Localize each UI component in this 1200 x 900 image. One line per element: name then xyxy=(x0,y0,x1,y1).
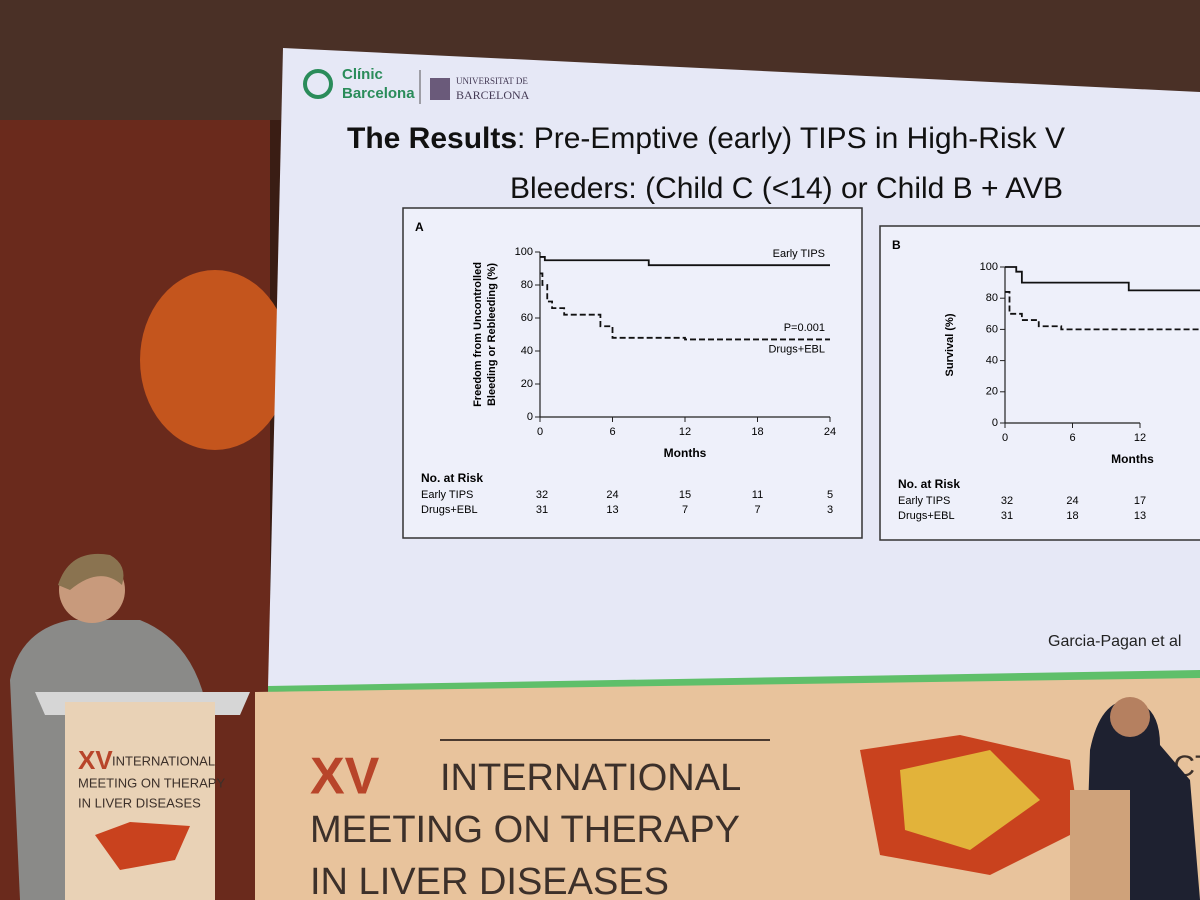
y-tick-label: 100 xyxy=(980,261,998,273)
title-bold: The Results xyxy=(347,122,517,155)
risk-row-label: Drugs+EBL xyxy=(898,510,955,522)
risk-value: 7 xyxy=(754,504,760,516)
y-tick-label: 20 xyxy=(521,378,533,390)
banner-text: INTERNATIONAL xyxy=(440,757,741,799)
risk-value: 13 xyxy=(606,504,618,516)
x-tick-label: 24 xyxy=(824,426,836,438)
wall-light xyxy=(140,270,290,450)
y-axis-title: Bleeding or Rebleeding (%) xyxy=(486,263,498,406)
risk-title: No. at Risk xyxy=(421,471,483,485)
x-tick-label: 18 xyxy=(751,426,763,438)
x-axis-title: Months xyxy=(664,446,707,460)
risk-value: 31 xyxy=(536,504,548,516)
banner-text: MEETING ON THERAPY xyxy=(310,809,740,851)
risk-value: 32 xyxy=(536,489,548,501)
panel-letter: B xyxy=(892,238,901,252)
podium-text: IN LIVER DISEASES xyxy=(78,795,201,810)
y-tick-label: 60 xyxy=(521,312,533,324)
panel-letter: A xyxy=(415,220,424,234)
panel-frame xyxy=(879,225,1200,541)
y-tick-label: 40 xyxy=(521,345,533,357)
x-tick-label: 12 xyxy=(679,426,691,438)
slide-edge xyxy=(268,670,1200,692)
x-tick-label: 12 xyxy=(1134,432,1146,444)
risk-row-label: Early TIPS xyxy=(898,495,950,507)
y-tick-label: 20 xyxy=(986,386,998,398)
survival-curve xyxy=(540,272,830,341)
risk-value: 32 xyxy=(1001,495,1013,507)
podium-number: XV xyxy=(78,745,113,775)
x-axis-title: Months xyxy=(1111,452,1154,466)
risk-row-label: Early TIPS xyxy=(421,489,473,501)
risk-value: 15 xyxy=(679,489,691,501)
curve-label: Drugs+EBL xyxy=(768,343,825,355)
y-tick-label: 80 xyxy=(986,292,998,304)
x-tick-label: 6 xyxy=(1069,432,1075,444)
speaker-hair xyxy=(58,553,124,590)
y-tick-label: 60 xyxy=(986,323,998,335)
slide-title: Bleeders: (Child C (<14) or Child B + AV… xyxy=(510,172,1063,205)
risk-value: 7 xyxy=(682,504,688,516)
panelist-head xyxy=(1110,697,1150,737)
risk-value: 31 xyxy=(1001,510,1013,522)
annotation: P=0.001 xyxy=(784,322,825,334)
risk-value: 18 xyxy=(1066,510,1078,522)
risk-value: 13 xyxy=(1134,510,1146,522)
slide-title: The Results: Pre-Emptive (early) TIPS in… xyxy=(347,122,1065,155)
logo-text: Clínic xyxy=(342,66,383,83)
risk-value: 24 xyxy=(606,489,618,501)
y-tick-label: 100 xyxy=(515,246,533,258)
citation: Garcia-Pagan et al xyxy=(1048,633,1181,650)
y-tick-label: 40 xyxy=(986,355,998,367)
risk-value: 5 xyxy=(827,489,833,501)
logo-mark xyxy=(303,69,333,99)
banner-art xyxy=(900,750,1040,850)
podium-text: MEETING ON THERAPY xyxy=(78,775,225,790)
logo-crest xyxy=(430,78,450,100)
x-tick-label: 0 xyxy=(537,426,543,438)
title-rest: : Pre-Emptive (early) TIPS in High-Risk … xyxy=(517,122,1065,155)
banner-number: XV xyxy=(310,748,380,806)
risk-value: 17 xyxy=(1134,495,1146,507)
logo-text: Barcelona xyxy=(342,85,415,102)
logo-text: UNIVERSITAT DE xyxy=(456,76,528,86)
y-axis-title: Freedom from Uncontrolled xyxy=(472,262,484,407)
panel-frame xyxy=(402,207,863,539)
x-tick-label: 6 xyxy=(609,426,615,438)
y-tick-label: 0 xyxy=(527,411,533,423)
risk-title: No. at Risk xyxy=(898,477,960,491)
banner-text: IN LIVER DISEASES xyxy=(310,861,669,900)
podium-text: INTERNATIONAL xyxy=(112,753,215,768)
curve-label: Early TIPS xyxy=(773,248,825,260)
survival-curve xyxy=(540,256,830,267)
survival-curve xyxy=(1005,291,1200,331)
survival-curve xyxy=(1005,266,1200,292)
x-tick-label: 0 xyxy=(1002,432,1008,444)
risk-row-label: Drugs+EBL xyxy=(421,504,478,516)
chair xyxy=(1070,790,1130,900)
y-tick-label: 80 xyxy=(521,279,533,291)
y-axis-title: Survival (%) xyxy=(944,313,956,376)
logo-text: BARCELONA xyxy=(456,88,530,102)
risk-value: 24 xyxy=(1066,495,1078,507)
y-tick-label: 0 xyxy=(992,417,998,429)
podium xyxy=(65,702,215,900)
podium-art xyxy=(95,822,190,870)
risk-value: 3 xyxy=(827,504,833,516)
risk-value: 11 xyxy=(752,489,763,501)
